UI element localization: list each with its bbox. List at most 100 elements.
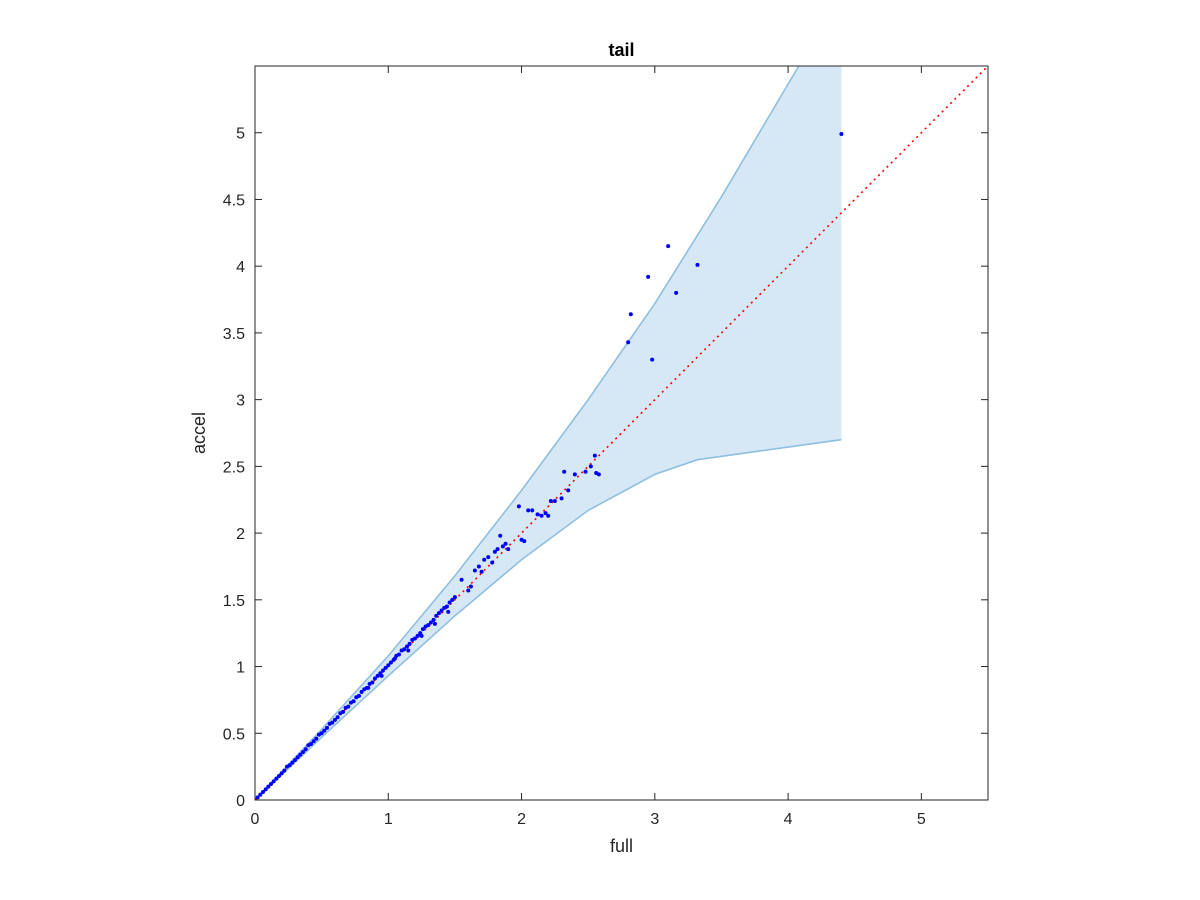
data-point xyxy=(468,584,473,589)
x-tick-label: 2 xyxy=(517,811,526,828)
y-tick-label: 4.5 xyxy=(223,192,245,209)
data-point xyxy=(404,644,409,649)
data-point xyxy=(386,663,391,668)
data-point xyxy=(588,464,593,469)
data-point xyxy=(594,471,599,476)
data-point xyxy=(266,784,271,789)
data-point xyxy=(546,513,551,518)
data-point xyxy=(279,771,284,776)
data-point xyxy=(503,541,508,546)
data-point xyxy=(332,717,337,722)
band-upper-edge xyxy=(254,65,800,801)
data-point xyxy=(492,549,497,554)
data-point xyxy=(314,736,319,741)
data-point xyxy=(839,132,844,137)
data-point xyxy=(476,564,481,569)
data-point xyxy=(439,608,444,613)
y-tick-label: 2.5 xyxy=(223,459,245,476)
data-point xyxy=(311,739,316,744)
data-point xyxy=(500,544,505,549)
data-point xyxy=(444,604,449,609)
data-point xyxy=(396,652,401,657)
data-point xyxy=(459,577,464,582)
data-point xyxy=(340,709,345,714)
y-axis-ticks: 0 0.5 1 1.5 2 2.5 3 3.5 4 4.5 5 xyxy=(223,126,988,810)
data-point xyxy=(548,499,553,504)
data-point xyxy=(406,648,411,653)
x-tick-label: 5 xyxy=(917,811,926,828)
data-point xyxy=(646,274,651,279)
data-point xyxy=(592,453,597,458)
data-point xyxy=(255,795,260,800)
data-point xyxy=(539,513,544,518)
data-point xyxy=(407,641,412,646)
confidence-band-layer xyxy=(254,65,842,801)
data-point xyxy=(650,357,655,362)
data-point xyxy=(626,340,631,345)
data-point xyxy=(447,600,452,605)
data-point xyxy=(324,725,329,730)
data-point xyxy=(292,757,297,762)
data-point xyxy=(308,741,313,746)
data-point xyxy=(380,668,385,673)
data-point xyxy=(379,673,384,678)
data-point xyxy=(263,787,268,792)
y-tick-label: 2 xyxy=(236,526,245,543)
data-point xyxy=(271,779,276,784)
data-point xyxy=(295,755,300,760)
y-axis-label: accel xyxy=(189,412,209,454)
data-point xyxy=(276,773,281,778)
data-points-layer xyxy=(255,132,844,800)
data-point xyxy=(372,676,377,681)
y-tick-label: 3 xyxy=(236,393,245,410)
data-point xyxy=(495,547,500,552)
data-point xyxy=(303,747,308,752)
data-point xyxy=(583,469,588,474)
data-point xyxy=(482,557,487,562)
data-point xyxy=(330,720,335,725)
data-point xyxy=(415,633,420,638)
data-point xyxy=(535,512,540,517)
data-point xyxy=(428,620,433,625)
reference-line-layer xyxy=(254,65,989,801)
band-lower-edge xyxy=(254,438,842,801)
data-point xyxy=(298,752,303,757)
data-point xyxy=(268,781,273,786)
data-point xyxy=(526,508,531,513)
data-point xyxy=(420,627,425,632)
y-tick-label: 4 xyxy=(236,259,245,276)
data-point xyxy=(479,569,484,574)
data-point xyxy=(260,789,265,794)
data-point xyxy=(287,763,292,768)
data-point xyxy=(432,621,437,626)
data-point xyxy=(274,776,279,781)
data-point xyxy=(695,262,700,267)
data-point xyxy=(562,469,567,474)
y-tick-label: 1 xyxy=(236,660,245,677)
data-point xyxy=(543,511,548,516)
data-point xyxy=(572,472,577,477)
data-point xyxy=(351,699,356,704)
data-point xyxy=(359,689,364,694)
data-point xyxy=(383,665,388,670)
data-point xyxy=(392,656,397,661)
data-point xyxy=(566,488,571,493)
data-point xyxy=(472,568,477,573)
data-point xyxy=(498,533,503,538)
data-point xyxy=(530,508,535,513)
x-tick-label: 0 xyxy=(251,811,260,828)
data-point xyxy=(450,597,455,602)
data-point xyxy=(402,647,407,652)
data-point xyxy=(300,749,305,754)
data-point xyxy=(434,613,439,618)
data-point xyxy=(666,244,671,249)
data-point xyxy=(366,685,371,690)
data-point xyxy=(426,623,431,628)
data-point xyxy=(452,595,457,600)
data-point xyxy=(522,539,527,544)
data-point xyxy=(436,611,441,616)
data-point xyxy=(431,617,436,622)
data-point xyxy=(370,680,375,685)
data-point xyxy=(559,496,564,501)
y-tick-label: 0.5 xyxy=(223,726,245,743)
